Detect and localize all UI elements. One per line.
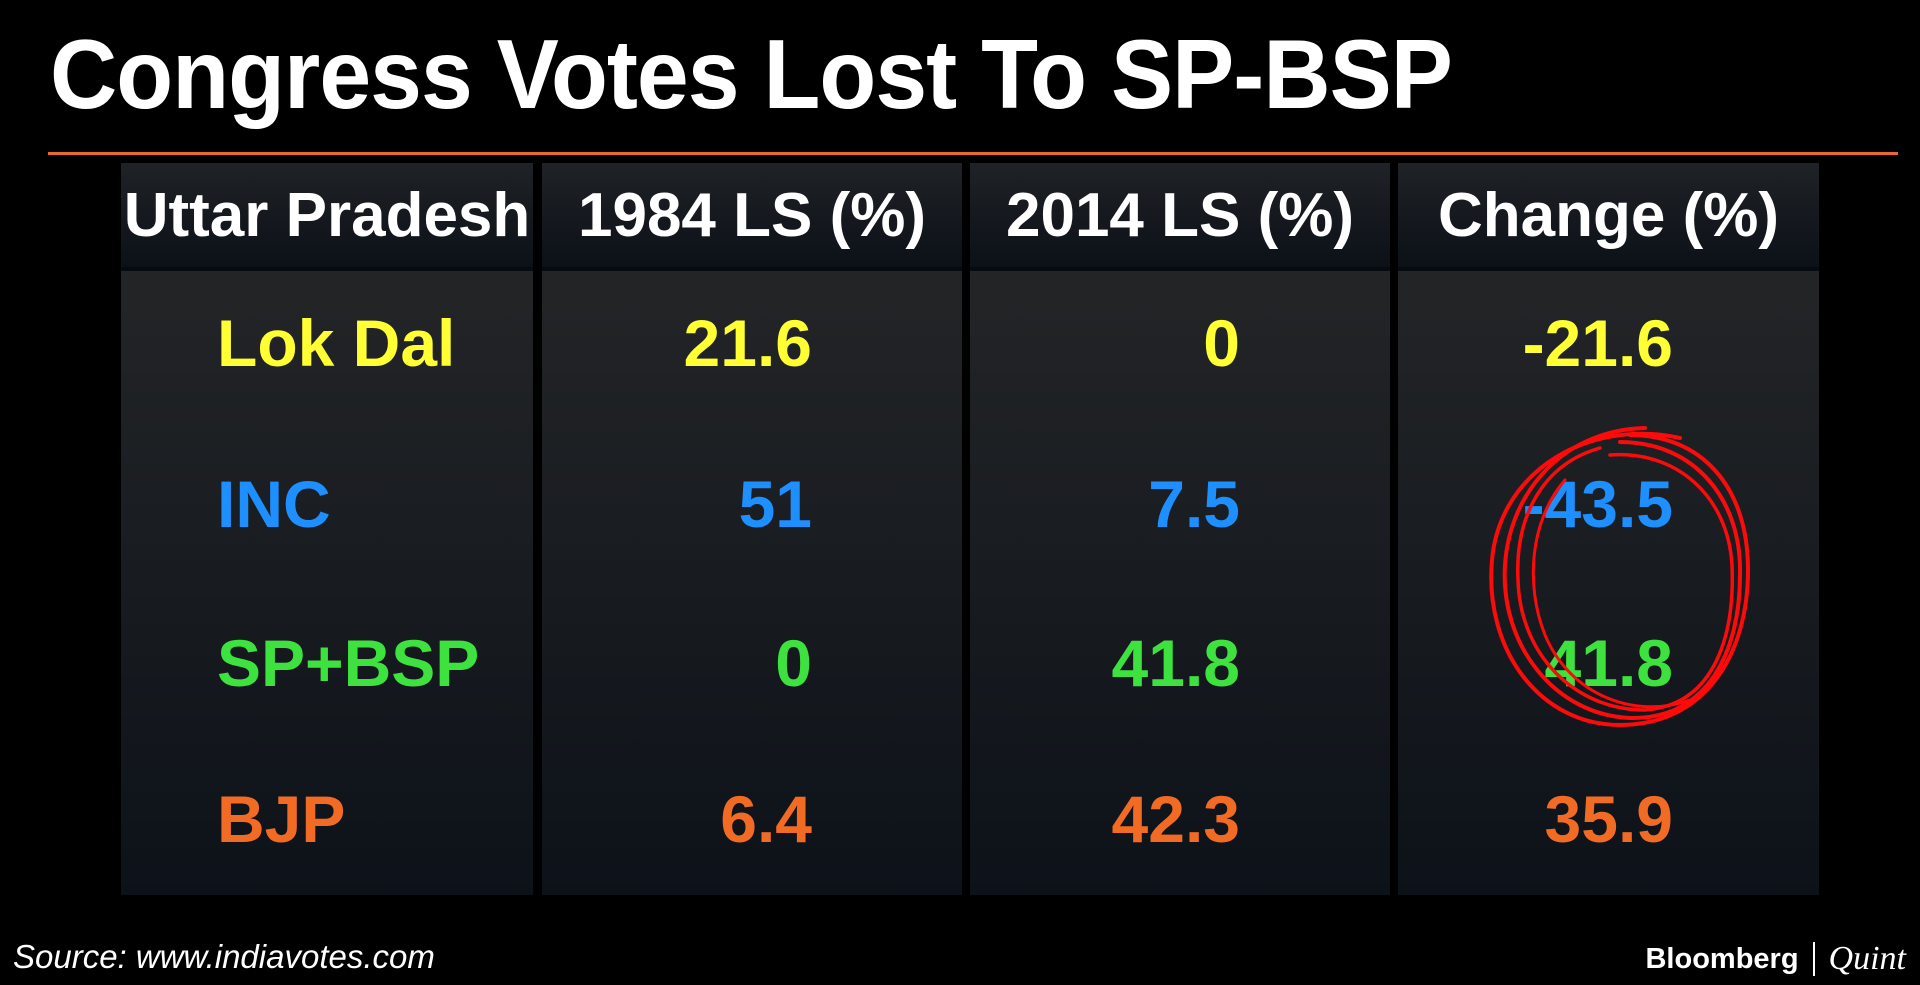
column-party: Uttar Pradesh Lok Dal INC SP+BSP BJP <box>121 163 533 895</box>
title-rule <box>48 152 1898 155</box>
column-1984: 1984 LS (%) 21.6 51 0 6.4 <box>542 163 962 895</box>
column-header-1984: 1984 LS (%) <box>542 163 962 267</box>
highlight-stroke-1 <box>1489 431 1751 728</box>
source-note: Source: www.indiavotes.com <box>13 938 435 975</box>
cell-party-inc: INC <box>217 467 331 541</box>
cell-party-spbsp: SP+BSP <box>217 626 480 700</box>
cell-change-spbsp: 41.8 <box>1544 626 1673 700</box>
brand-quint: Quint <box>1828 940 1906 977</box>
column-2014: 2014 LS (%) 0 7.5 41.8 42.3 <box>970 163 1390 895</box>
cell-party-lokdal: Lok Dal <box>217 306 456 380</box>
cell-party-bjp: BJP <box>217 782 346 856</box>
header-separator <box>970 267 1390 271</box>
column-header-2014: 2014 LS (%) <box>970 163 1390 267</box>
cell-2014-inc: 7.5 <box>1148 467 1240 541</box>
cell-2014-lokdal: 0 <box>1203 306 1240 380</box>
cell-2014-spbsp: 41.8 <box>1111 626 1240 700</box>
brand-logo: Bloomberg Quint <box>1645 937 1906 981</box>
column-change: Change (%) -21.6 -43.5 41.8 35.9 <box>1398 163 1819 895</box>
header-separator <box>1398 267 1819 271</box>
cell-1984-bjp: 6.4 <box>720 782 812 856</box>
header-separator <box>542 267 962 271</box>
highlight-stroke-2 <box>1502 426 1743 721</box>
chart-title: Congress Votes Lost To SP-BSP <box>50 19 1453 129</box>
column-header-change: Change (%) <box>1398 163 1819 267</box>
cell-1984-inc: 51 <box>738 467 812 541</box>
brand-bloomberg: Bloomberg <box>1645 942 1799 975</box>
cell-1984-lokdal: 21.6 <box>683 306 812 380</box>
cell-1984-spbsp: 0 <box>775 626 812 700</box>
highlight-stroke-3 <box>1516 446 1735 712</box>
cell-change-lokdal: -21.6 <box>1522 306 1673 380</box>
highlight-circle <box>1489 426 1751 728</box>
highlight-stroke-4 <box>1531 478 1692 709</box>
results-table: Uttar Pradesh Lok Dal INC SP+BSP BJP 198… <box>121 163 1819 895</box>
column-header-party: Uttar Pradesh <box>121 163 533 267</box>
cell-2014-bjp: 42.3 <box>1111 782 1240 856</box>
cell-change-bjp: 35.9 <box>1544 782 1673 856</box>
brand-divider <box>1812 942 1815 976</box>
header-separator <box>121 267 533 271</box>
